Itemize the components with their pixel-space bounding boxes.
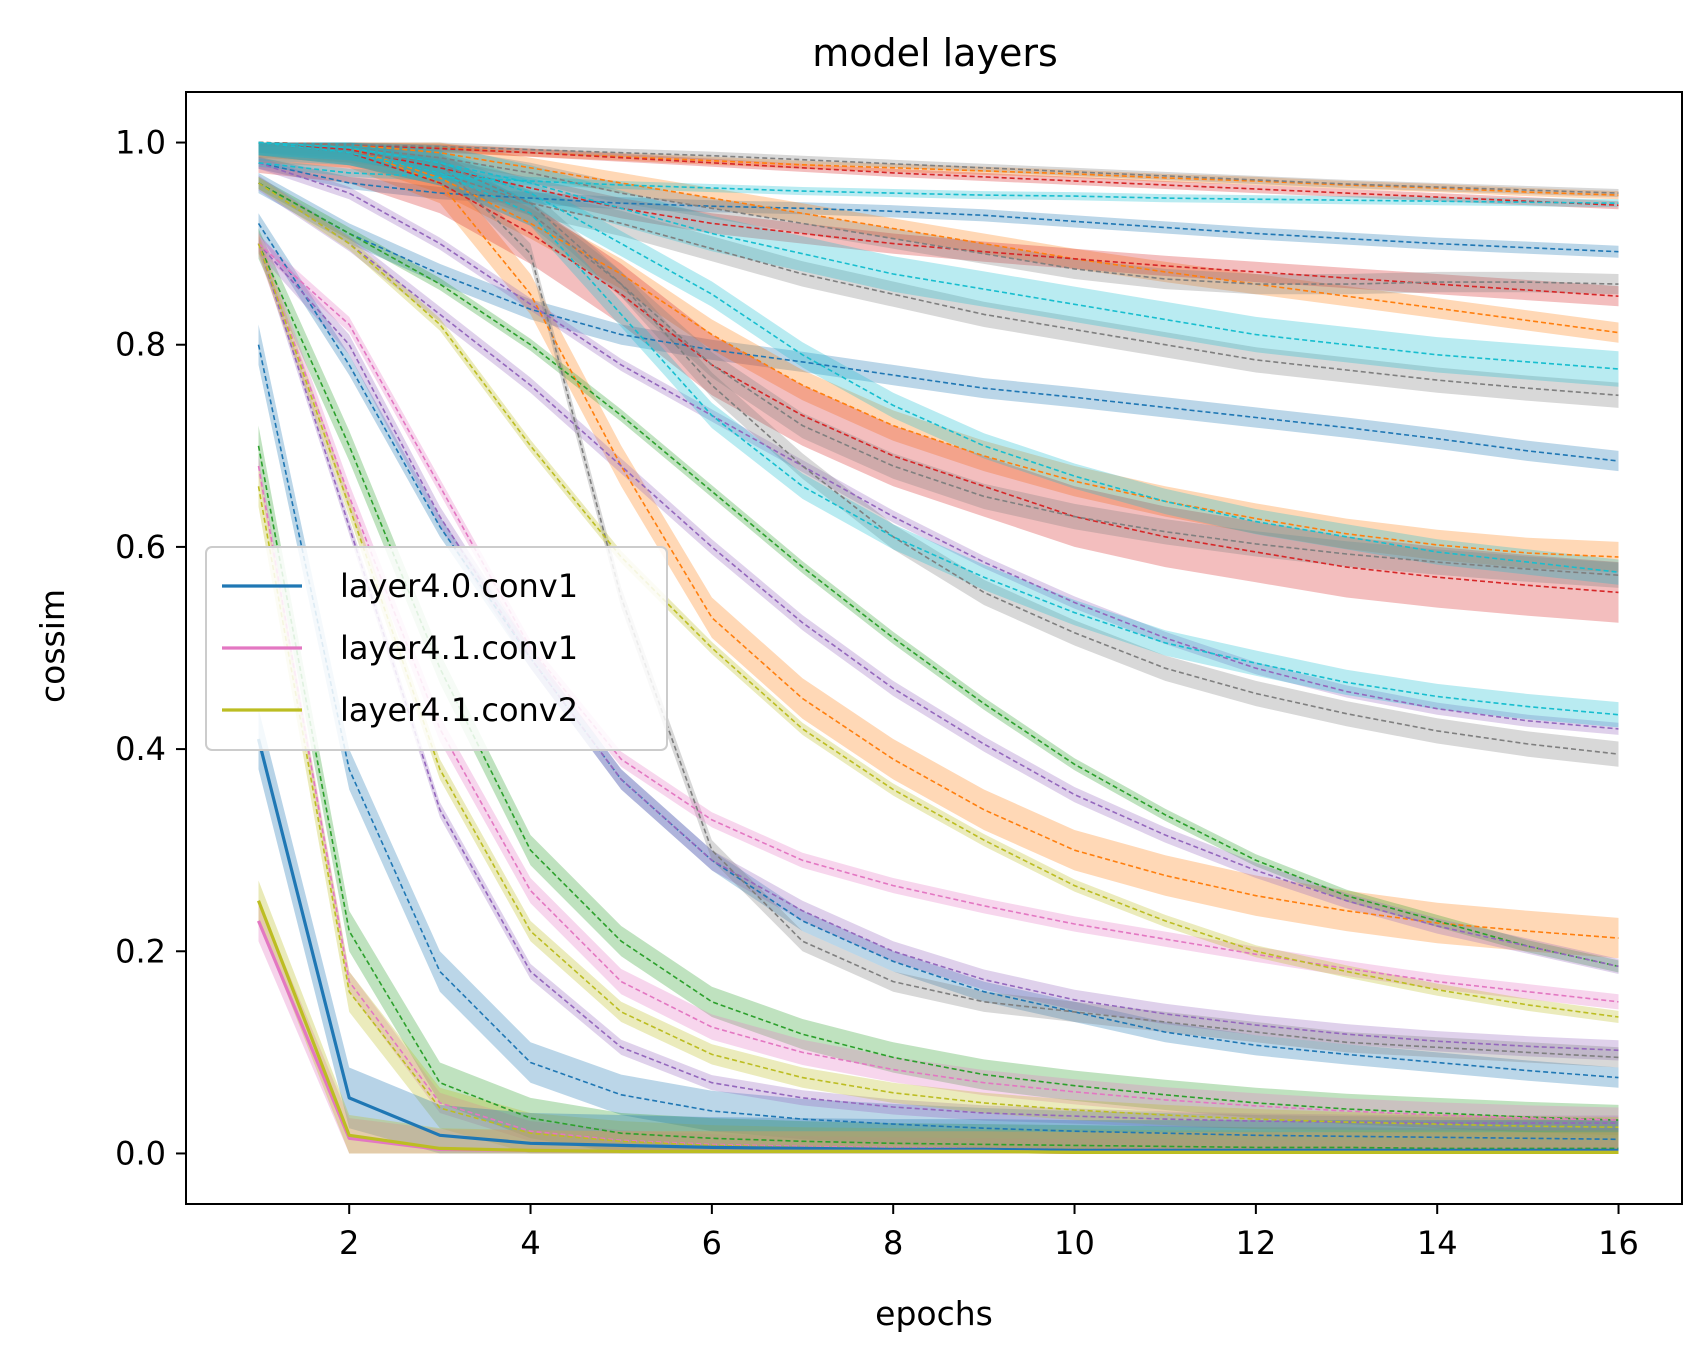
x-tick-label: 6 — [702, 1224, 722, 1262]
series-line-dashed — [258, 141, 1619, 1059]
y-tick-label: 0.0 — [115, 1134, 166, 1172]
x-tick-label: 4 — [520, 1224, 540, 1262]
legend-label: layer4.1.conv2 — [340, 691, 578, 729]
confidence-band — [258, 156, 1619, 258]
series-line-dashed — [258, 141, 1619, 334]
confidence-band — [258, 142, 1619, 623]
x-tick-label: 14 — [1417, 1224, 1458, 1262]
series-line-dashed — [258, 182, 1619, 462]
series-line-dashed — [257, 445, 1619, 1150]
confidence-band — [258, 142, 1619, 295]
confidence-band — [258, 142, 1619, 210]
confidence-band — [258, 708, 1619, 1154]
x-axis-ticks: 2 4 6 8 10 12 14 16 — [339, 1204, 1639, 1262]
confidence-band — [258, 156, 1619, 735]
series-line-dashed — [257, 243, 1619, 1128]
series-line-dashed — [258, 141, 1619, 297]
confidence-band — [258, 900, 1619, 1154]
x-tick-label: 10 — [1054, 1224, 1095, 1262]
series-line-dashed — [258, 141, 1619, 285]
series-line-dashed — [257, 243, 1619, 1052]
series-line-dashed — [258, 141, 1619, 576]
series-line — [256, 738, 1619, 1153]
series-line-dashed — [258, 162, 1619, 253]
confidence-band — [258, 142, 1619, 573]
x-tick-label: 2 — [339, 1224, 359, 1262]
confidence-band — [258, 172, 1619, 472]
y-tick-label: 0.6 — [115, 528, 166, 566]
series-line-dashed — [258, 141, 1619, 716]
legend-box — [205, 546, 668, 751]
confidence-band — [258, 880, 1619, 1154]
series-line-dashed — [258, 141, 1619, 558]
x-tick-label: 12 — [1236, 1224, 1277, 1262]
series-line-dashed — [257, 243, 1619, 1121]
y-axis-ticks: 0.0 0.2 0.4 0.6 0.8 1.0 — [115, 124, 186, 1172]
confidence-band — [258, 176, 1619, 973]
series-lines — [256, 141, 1619, 1155]
series-line-dashed — [258, 162, 1619, 730]
plot-frame — [185, 91, 1683, 1205]
y-tick-label: 0.4 — [115, 730, 166, 768]
series-line-dashed — [258, 182, 1619, 968]
confidence-band — [258, 142, 1619, 408]
series-line-dashed — [258, 141, 1619, 206]
series-line-dashed — [258, 141, 1619, 939]
y-tick-label: 0.8 — [115, 326, 166, 364]
y-tick-label: 0.2 — [115, 932, 166, 970]
confidence-band — [258, 142, 1619, 588]
x-axis-label: epochs — [875, 1294, 993, 1333]
y-axis-label: cossim — [33, 589, 72, 703]
legend-label: layer4.0.conv1 — [340, 567, 578, 605]
series-line-dashed — [258, 162, 1619, 204]
confidence-band — [258, 142, 1619, 343]
series-line-dashed — [257, 243, 1619, 1003]
confidence-band — [258, 228, 1619, 1136]
series-line-dashed — [258, 182, 1619, 1018]
legend-label: layer4.1.conv1 — [340, 629, 578, 667]
chart-title: model layers — [812, 31, 1058, 75]
series-line — [257, 900, 1619, 1155]
confidence-band — [258, 142, 1619, 307]
confidence-band — [258, 142, 1619, 959]
x-tick-label: 16 — [1598, 1224, 1639, 1262]
series-line-dashed — [257, 243, 1619, 1121]
legend: layer4.0.conv1 layer4.1.conv1 layer4.1.con… — [205, 546, 668, 751]
y-tick-label: 1.0 — [115, 124, 166, 162]
series-line-dashed — [258, 182, 1619, 968]
x-tick-label: 8 — [883, 1224, 903, 1262]
series-line-dashed — [258, 141, 1619, 370]
series-line-dashed — [258, 141, 1619, 573]
series-line-dashed — [258, 141, 1619, 397]
series-line-dashed — [258, 141, 1619, 194]
